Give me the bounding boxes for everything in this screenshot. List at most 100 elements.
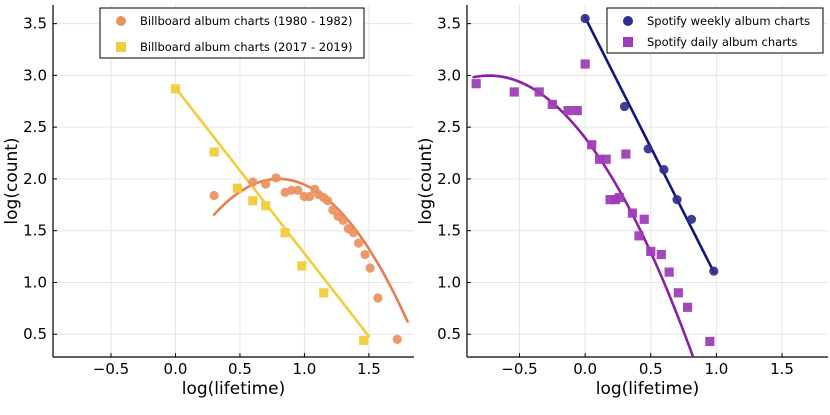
data-point-series-2 bbox=[664, 267, 674, 277]
data-point-series-2 bbox=[634, 231, 644, 241]
data-point-series-2 bbox=[705, 336, 715, 347]
legend-marker-series-2 bbox=[116, 42, 126, 52]
data-point-series-1 bbox=[261, 179, 271, 189]
legend-box bbox=[606, 7, 824, 54]
x-axis-label: log(lifetime) bbox=[596, 379, 699, 399]
y-tick-label: 3.0 bbox=[23, 66, 47, 84]
chart-panel-2: −0.5 0.0 0.5 1.0 1.5 0.5 1.0 1.5 2.0 2.5 3.0 3.5 log… bbox=[416, 5, 828, 399]
y-tick-label: 0.5 bbox=[437, 325, 461, 343]
data-point-series-1 bbox=[271, 173, 281, 183]
y-tick-label: 1.0 bbox=[437, 273, 461, 291]
data-point-series-2 bbox=[627, 208, 638, 218]
data-point-series-2 bbox=[297, 261, 307, 271]
data-point-series-2 bbox=[673, 288, 683, 298]
data-point-series-1 bbox=[373, 293, 383, 303]
legend-marker-series-1 bbox=[116, 16, 126, 26]
x-tick-label: 0.0 bbox=[164, 360, 188, 378]
data-point-series-2 bbox=[170, 84, 181, 94]
y-tick-label: 3.5 bbox=[23, 15, 47, 33]
data-point-series-2 bbox=[319, 288, 329, 298]
data-point-series-1 bbox=[360, 249, 370, 260]
data-point-series-1 bbox=[672, 195, 682, 205]
data-point-series-2 bbox=[656, 249, 666, 260]
data-point-series-2 bbox=[509, 87, 519, 97]
data-point-series-2 bbox=[621, 149, 631, 159]
y-tick-label: 1.5 bbox=[23, 222, 47, 240]
y-axis-label: log(count) bbox=[416, 137, 436, 224]
data-point-series-1 bbox=[619, 101, 630, 112]
x-tick-label: 0.0 bbox=[573, 360, 597, 378]
x-tick-label: 1.0 bbox=[704, 360, 728, 378]
data-point-series-2 bbox=[261, 201, 271, 211]
data-point-series-1 bbox=[209, 190, 219, 201]
x-tick-label: 1.0 bbox=[292, 360, 316, 378]
data-point-series-1 bbox=[293, 185, 303, 195]
data-point-series-1 bbox=[580, 13, 590, 24]
data-point-series-1 bbox=[392, 334, 402, 344]
data-point-series-2 bbox=[471, 79, 481, 89]
legend-label-series-2: Billboard album charts (2017 - 2019) bbox=[140, 40, 353, 54]
data-point-series-1 bbox=[686, 214, 697, 224]
data-point-series-2 bbox=[587, 140, 597, 150]
y-tick-label: 2.0 bbox=[437, 170, 461, 188]
y-tick-label: 0.5 bbox=[23, 325, 47, 343]
x-tick-label: −0.5 bbox=[501, 360, 537, 378]
data-point-series-1 bbox=[709, 266, 719, 276]
legend-marker-series-1 bbox=[623, 16, 633, 26]
data-point-series-2 bbox=[563, 106, 573, 116]
data-point-series-2 bbox=[280, 228, 290, 238]
legend-label-series-1: Billboard album charts (1980 - 1982) bbox=[140, 14, 353, 28]
y-axis-label: log(count) bbox=[2, 137, 22, 224]
plot-area bbox=[471, 13, 719, 357]
data-point-series-1 bbox=[323, 196, 333, 206]
data-point-series-1 bbox=[348, 228, 359, 238]
legend-label-series-2: Spotify daily album charts bbox=[647, 35, 797, 49]
y-tick-label: 2.5 bbox=[23, 118, 47, 136]
data-point-series-1 bbox=[643, 144, 653, 154]
data-point-series-1 bbox=[353, 238, 364, 248]
data-point-series-1 bbox=[304, 191, 315, 202]
data-point-series-1 bbox=[338, 215, 348, 225]
data-point-series-2 bbox=[605, 195, 615, 205]
x-tick-label: 0.5 bbox=[228, 360, 252, 378]
fit-line-2 bbox=[472, 74, 695, 357]
data-point-series-2 bbox=[232, 183, 242, 193]
data-point-series-1 bbox=[328, 205, 338, 215]
data-point-series-2 bbox=[614, 192, 624, 203]
y-tick-label: 3.5 bbox=[437, 15, 461, 33]
data-point-series-2 bbox=[682, 302, 693, 312]
fit-line-2 bbox=[174, 86, 371, 338]
x-tick-label: 0.5 bbox=[639, 360, 663, 378]
x-axis-label: log(lifetime) bbox=[182, 379, 285, 399]
legend: Spotify weekly album charts Spotify daily… bbox=[606, 7, 824, 54]
legend: Billboard album charts (1980 - 1982) Bill… bbox=[99, 7, 365, 59]
legend-box bbox=[99, 7, 365, 59]
data-point-series-2 bbox=[594, 154, 605, 164]
data-point-series-2 bbox=[572, 106, 582, 116]
chart-panel-1: −0.5 0.0 0.5 1.0 1.5 0.5 1.0 1.5 2.0 2.5 3.0 3.5 log… bbox=[2, 5, 414, 399]
data-point-series-2 bbox=[534, 87, 544, 97]
data-point-series-2 bbox=[580, 59, 590, 69]
y-tick-label: 3.0 bbox=[437, 66, 461, 84]
y-tick-label: 1.0 bbox=[23, 273, 47, 291]
x-tick-label: −0.5 bbox=[93, 360, 129, 378]
y-tick-label: 1.5 bbox=[437, 222, 461, 240]
data-point-series-1 bbox=[365, 263, 375, 273]
data-point-series-2 bbox=[359, 335, 369, 346]
data-point-series-2 bbox=[248, 196, 258, 206]
y-tick-label: 2.5 bbox=[437, 118, 461, 136]
data-point-series-2 bbox=[601, 154, 611, 164]
data-point-series-1 bbox=[659, 165, 669, 175]
x-tick-label: 1.5 bbox=[357, 360, 381, 378]
data-point-series-2 bbox=[547, 99, 557, 109]
data-point-series-2 bbox=[639, 214, 649, 224]
legend-marker-series-2 bbox=[623, 37, 633, 47]
plot-area bbox=[170, 84, 409, 346]
data-point-series-1 bbox=[248, 177, 258, 187]
data-point-series-2 bbox=[646, 246, 656, 256]
y-tick-label: 2.0 bbox=[23, 170, 47, 188]
data-point-series-1 bbox=[286, 185, 297, 195]
legend-label-series-1: Spotify weekly album charts bbox=[647, 14, 810, 28]
x-tick-label: 1.5 bbox=[770, 360, 794, 378]
